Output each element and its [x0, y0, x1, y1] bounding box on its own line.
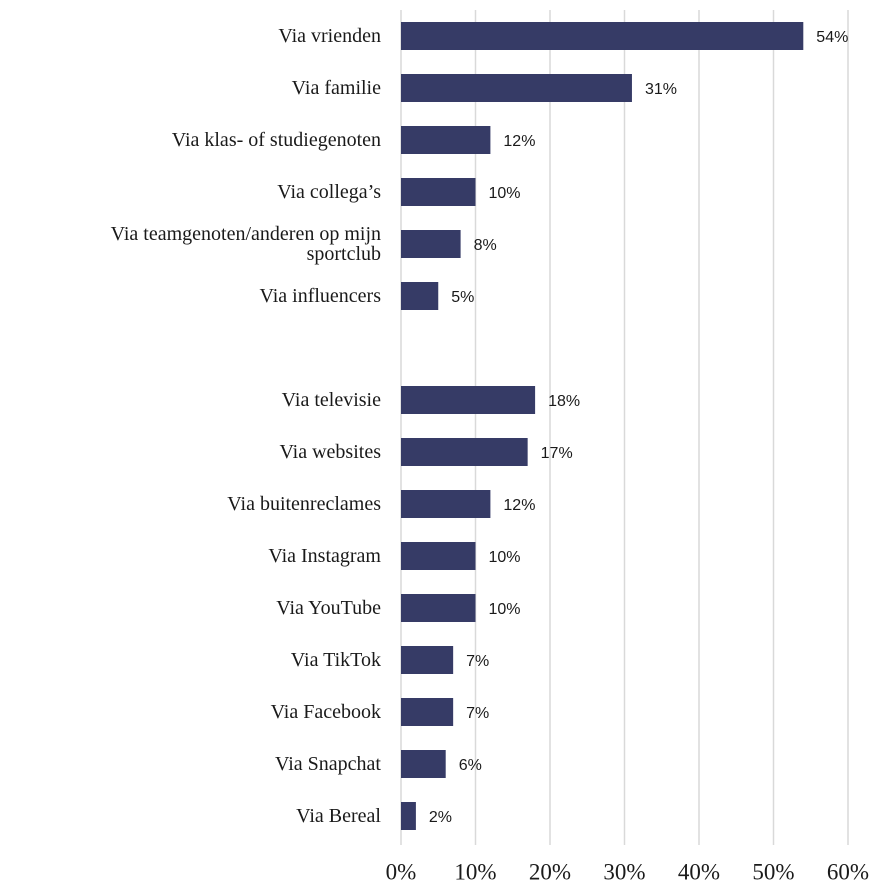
y-tick-label: Via Bereal: [296, 805, 381, 827]
bar: [401, 178, 476, 206]
bar: [401, 594, 476, 622]
bar: [401, 750, 446, 778]
x-tick-label: 0%: [386, 859, 417, 884]
value-label: 2%: [429, 809, 452, 826]
bar: [401, 490, 491, 518]
y-tick-label: Via Facebook: [270, 701, 381, 723]
bar: [401, 646, 454, 674]
x-tick-label: 10%: [454, 859, 496, 884]
value-label: 31%: [645, 81, 677, 98]
bar: [401, 74, 632, 102]
y-tick-label: Via teamgenoten/anderen op mijn sportclu…: [110, 223, 381, 265]
value-label: 6%: [459, 757, 482, 774]
y-tick-label: Via websites: [279, 441, 381, 463]
value-label: 12%: [503, 497, 535, 514]
y-tick-label: Via YouTube: [276, 597, 381, 619]
y-tick-label: Via familie: [291, 77, 381, 99]
bar: [401, 230, 461, 258]
bar: [401, 802, 416, 830]
value-label: 7%: [466, 705, 489, 722]
y-tick-label: Via vrienden: [278, 25, 381, 47]
value-label: 18%: [548, 393, 580, 410]
y-tick-label: Via klas- of studiegenoten: [171, 129, 381, 151]
bar: [401, 438, 528, 466]
x-tick-label: 30%: [603, 859, 645, 884]
value-label: 54%: [816, 29, 848, 46]
y-tick-label: Via buitenreclames: [227, 493, 381, 515]
y-tick-label: Via influencers: [259, 285, 381, 307]
value-label: 17%: [541, 445, 573, 462]
value-label: 12%: [503, 133, 535, 150]
bar: [401, 698, 454, 726]
y-tick-label: Via Snapchat: [275, 753, 381, 775]
value-label: 8%: [474, 237, 497, 254]
bar: [401, 22, 804, 50]
value-label: 10%: [489, 601, 521, 618]
x-tick-label: 50%: [752, 859, 794, 884]
value-label: 10%: [489, 549, 521, 566]
value-label: 5%: [451, 289, 474, 306]
bar: [401, 126, 491, 154]
x-tick-label: 20%: [529, 859, 571, 884]
value-label: 7%: [466, 653, 489, 670]
y-tick-label: Via Instagram: [268, 545, 381, 567]
bar: [401, 542, 476, 570]
bar: [401, 282, 439, 310]
value-label: 10%: [489, 185, 521, 202]
bar: [401, 386, 536, 414]
x-tick-label: 40%: [678, 859, 720, 884]
y-tick-label: Via TikTok: [290, 649, 381, 671]
x-tick-label: 60%: [827, 859, 869, 884]
y-tick-label: Via televisie: [281, 389, 381, 411]
y-tick-label: Via collega’s: [277, 181, 381, 203]
